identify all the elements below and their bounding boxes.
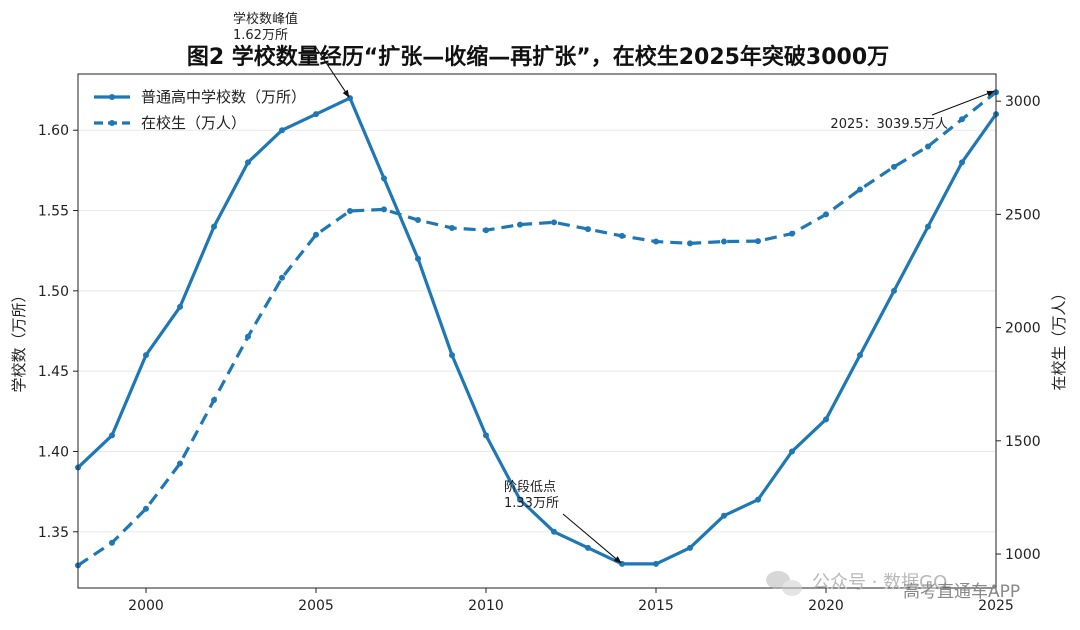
x-tick-label: 2020 [808,598,844,614]
series-2-point [449,224,455,231]
series-1-point [755,496,761,503]
series-1-point [143,352,149,359]
y-axis-right-label: 在校生（万人） [1050,285,1068,390]
series-2-point [109,539,115,546]
series-group [75,89,999,569]
series-2-point [857,186,863,193]
legend-marker [109,94,115,100]
series-2-point [687,240,693,247]
series-1-point [313,111,319,118]
series-1-point [279,127,285,134]
annotation-1-arrow [314,45,350,98]
series-2-point [755,238,761,245]
legend-label-2: 在校生（万人） [141,114,246,132]
series-1-point [211,223,217,230]
plot-frame [77,73,997,589]
chart-title: 图2 学校数量经历“扩张—收缩—再扩张”，在校生2025年突破3000万 [187,44,889,70]
series-2-point [381,206,387,213]
series-2-point [551,219,557,226]
x-tick-label: 2015 [638,598,674,614]
y-right-tick-label: 1500 [1005,434,1041,450]
series-2-point [347,207,353,214]
annotation-1-text: 1.62万所 [233,28,288,43]
y-right-tick-label: 3000 [1005,94,1041,110]
y-left-tick-label: 1.35 [38,525,69,541]
series-2-point [721,238,727,245]
annotation-3-text: 2025：3039.5万人 [830,117,948,132]
series-2-point [619,232,625,239]
series-1-point [653,560,659,567]
y-right-tick-label: 1000 [1005,547,1041,563]
series-1-point [789,448,795,455]
series-1-point [925,223,931,230]
x-tick-label: 2000 [128,598,164,614]
y-right-tick-label: 2500 [1005,207,1041,223]
legend-marker [109,120,115,126]
y-axis-left-label: 学校数（万所） [10,287,28,392]
y-left-tick-label: 1.60 [38,123,69,139]
y-left-tick-label: 1.55 [38,204,69,220]
series-1-point [109,432,115,439]
series-1-point [415,255,421,262]
series-line-1 [76,96,998,566]
series-line-2 [77,90,997,567]
y-left-tick-label: 1.45 [38,364,69,380]
legend-label-1: 普通高中学校数（万所） [141,88,306,106]
annotation-2-text: 阶段低点 [504,480,556,495]
series-1-point [551,528,557,535]
series-2-point [211,397,217,404]
series-2-point [177,460,183,467]
series-2-point [789,230,795,237]
y-left-tick-label: 1.50 [38,284,69,300]
series-2-point [517,221,523,228]
series-2-point [959,116,965,123]
y-right-tick-label: 2000 [1005,321,1041,337]
series-1-point [177,303,183,310]
series-1-point [959,159,965,166]
x-axis: 2000 2005 2010 2015 2020 2025 [128,588,1014,614]
x-tick-label: 2025 [978,598,1014,614]
series-1-point [891,287,897,294]
series-2-point [585,226,591,233]
series-2-point [143,505,149,512]
annotation-3-arrow [931,90,995,116]
series-1-point [245,159,251,166]
series-2-point [245,333,251,340]
wechat-icon [766,571,802,596]
series-2-point [415,217,421,224]
y-axis-right: 1000 1500 2000 2500 3000 [996,94,1041,563]
watermark-text: 公众号 · 数据GO [812,572,947,593]
watermark: 公众号 · 数据GO 高考直通车APP [766,571,1020,602]
y-left-tick-label: 1.40 [38,444,69,460]
series-2-point [653,238,659,245]
series-1-point [449,352,455,359]
series-1-point [857,352,863,359]
series-2-point [313,231,319,238]
series-2-point [279,274,285,281]
watermark-overlay: 高考直通车APP [903,582,1020,602]
series-2-point [483,227,489,234]
series-1-point [721,512,727,519]
annotation-1-text: 学校数峰值 [233,11,298,27]
y-axis-left: 1.35 1.40 1.45 1.50 1.55 1.60 [38,123,78,541]
x-tick-label: 2010 [468,598,504,614]
legend: 普通高中学校数（万所） 在校生（万人） [94,88,306,132]
series-2-point [925,143,931,150]
series-1-point [517,496,523,503]
series-2-point [891,163,897,170]
series-1-point [585,544,591,551]
series-1-point [823,416,829,423]
series-2-point [823,211,829,218]
x-tick-label: 2005 [298,598,334,614]
series-1-point [687,544,693,551]
series-1-point [483,432,489,439]
annotation-2-arrow [562,513,622,564]
annotation-2-text: 1.33万所 [504,496,559,511]
series-1-point [381,175,387,182]
